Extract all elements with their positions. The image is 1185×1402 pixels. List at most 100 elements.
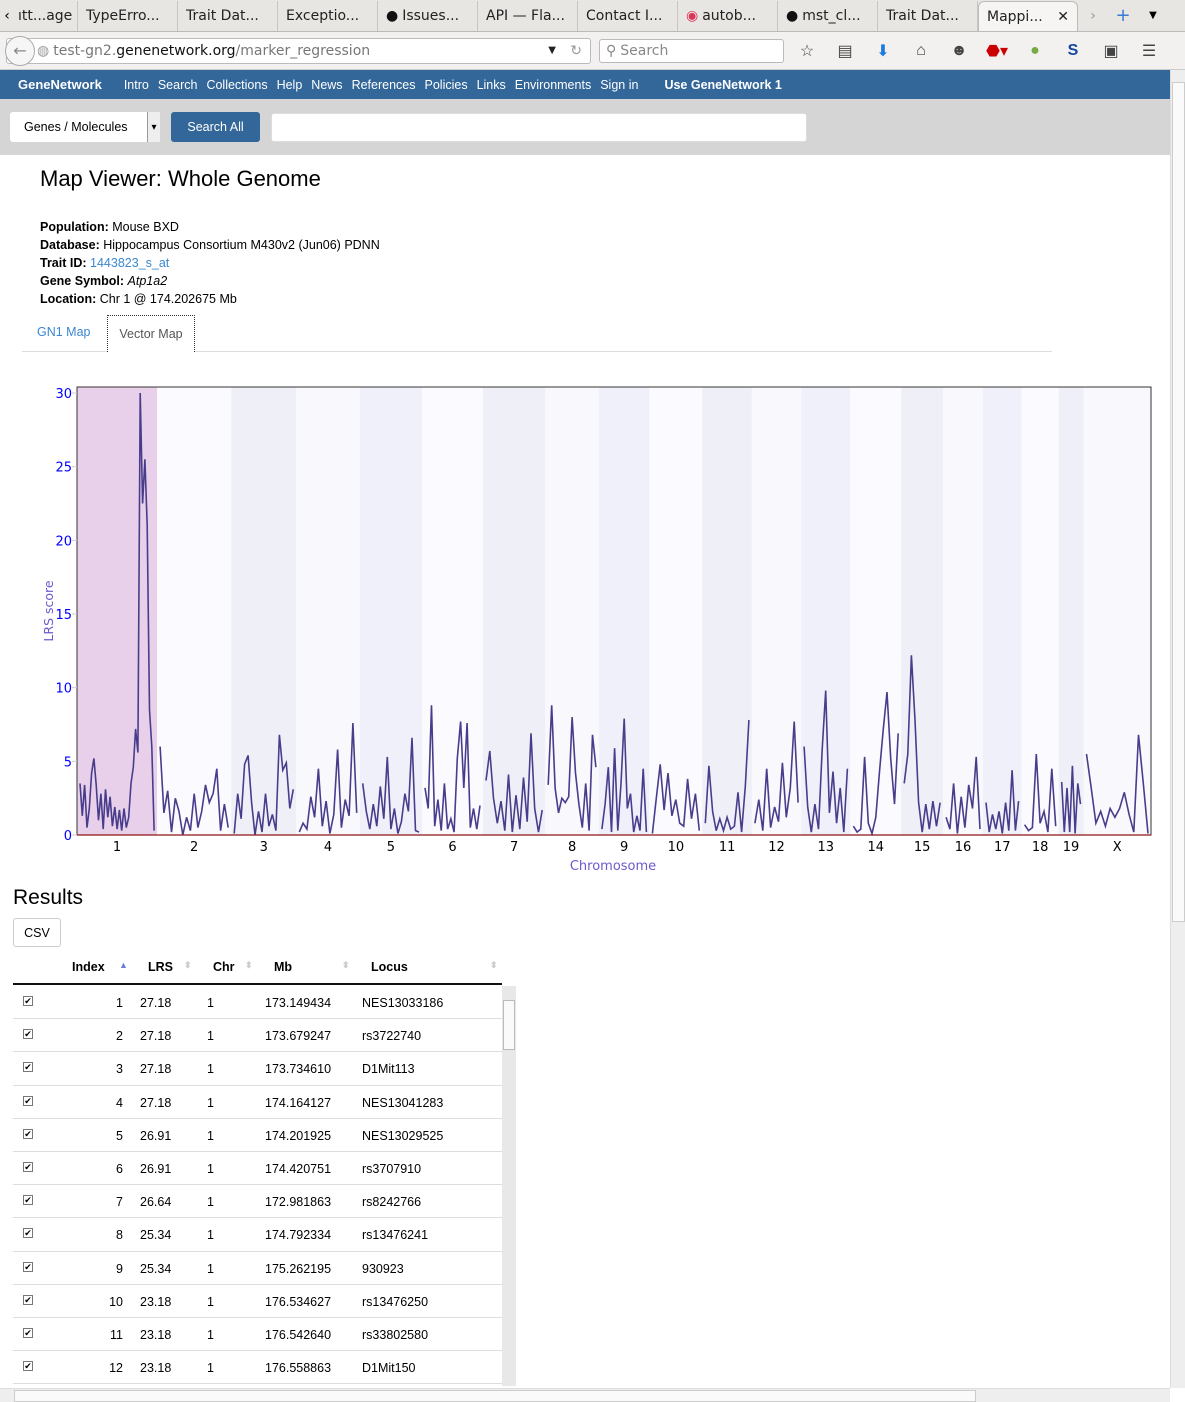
- tab-list-icon[interactable]: ▼: [1149, 10, 1157, 21]
- browser-tab[interactable]: ◉ autob...: [678, 1, 778, 31]
- nav-sign-in[interactable]: Sign in: [600, 77, 639, 92]
- nav-policies[interactable]: Policies: [424, 77, 468, 92]
- cell-locus[interactable]: NES13029525: [362, 1128, 444, 1143]
- nav-environments[interactable]: Environments: [514, 77, 592, 92]
- row-checkbox[interactable]: ✔: [23, 1261, 33, 1272]
- row-checkbox[interactable]: ✔: [23, 1294, 33, 1305]
- col-locus[interactable]: Locus: [371, 960, 408, 974]
- page-scrollbar[interactable]: [1170, 70, 1185, 1388]
- x-tick-label: 10: [668, 840, 685, 855]
- search-input[interactable]: [271, 112, 807, 142]
- row-checkbox[interactable]: ✔: [23, 1161, 33, 1172]
- browser-tab[interactable]: Trait Dat...: [878, 1, 978, 31]
- horizontal-scrollbar[interactable]: [0, 1388, 1170, 1402]
- cell-lrs: 26.64: [140, 1195, 172, 1210]
- url-bar[interactable]: ← ◍ test-gn2. genenetwork.org/marker_regr…: [5, 35, 591, 66]
- cell-mb: 173.734610: [265, 1062, 332, 1077]
- cell-chr: 1: [207, 1161, 214, 1176]
- adblock-icon[interactable]: ⬣▾: [986, 42, 1008, 60]
- sort-icon[interactable]: ⬍: [490, 960, 498, 970]
- reading-list-icon[interactable]: ▤: [837, 42, 853, 60]
- lrs-line-chr-5: [361, 737, 420, 834]
- browser-tab[interactable]: ıtt...age: [14, 1, 78, 31]
- reload-icon[interactable]: ↻: [570, 42, 582, 59]
- col-index[interactable]: Index: [72, 960, 105, 974]
- cell-locus[interactable]: rs3707910: [362, 1161, 422, 1176]
- trait-id-link[interactable]: 1443823_s_at: [90, 256, 170, 270]
- globe-icon: ◍: [37, 42, 50, 59]
- menu-icon[interactable]: ☰: [1141, 42, 1157, 60]
- selenium-icon[interactable]: ▣: [1103, 42, 1119, 60]
- cell-locus[interactable]: 930923: [362, 1261, 404, 1276]
- cell-lrs: 23.18: [140, 1361, 172, 1376]
- cell-chr: 1: [207, 1361, 214, 1376]
- browser-tab[interactable]: API — Fla...: [478, 1, 578, 31]
- row-checkbox[interactable]: ✔: [23, 1095, 33, 1106]
- results-heading: Results: [13, 886, 84, 909]
- row-checkbox[interactable]: ✔: [23, 1195, 33, 1206]
- nav-help[interactable]: Help: [276, 77, 303, 92]
- col-mb[interactable]: Mb: [274, 960, 293, 974]
- cell-locus[interactable]: rs13476250: [362, 1294, 429, 1309]
- csv-button[interactable]: CSV: [13, 918, 61, 947]
- col-chr[interactable]: Chr: [213, 960, 235, 974]
- row-checkbox[interactable]: ✔: [23, 1361, 33, 1372]
- row-checkbox[interactable]: ✔: [23, 996, 33, 1006]
- cell-locus[interactable]: D1Mit113: [362, 1062, 415, 1077]
- row-checkbox[interactable]: ✔: [23, 1327, 33, 1338]
- brand-link[interactable]: GeneNetwork: [18, 77, 102, 92]
- x-tick-label: 8: [568, 840, 576, 855]
- sort-icon[interactable]: ⬍: [184, 960, 192, 970]
- table-row: ✔ 3 27.18 1 173.734610 D1Mit113: [13, 1052, 502, 1086]
- back-icon[interactable]: ←: [5, 35, 35, 66]
- browser-tab[interactable]: TypeErro...: [78, 1, 178, 31]
- url-dropdown-icon[interactable]: ▼: [548, 45, 556, 56]
- table-scrollbar[interactable]: [502, 986, 516, 1386]
- browser-tab-active[interactable]: Mappi... ✕: [978, 1, 1078, 31]
- sort-icon[interactable]: ⬍: [245, 960, 253, 970]
- cell-locus[interactable]: NES13033186: [362, 996, 444, 1010]
- nav-collections[interactable]: Collections: [206, 77, 268, 92]
- search-all-button[interactable]: Search All: [171, 112, 260, 142]
- lrs-line-chr-16: [945, 756, 981, 834]
- chat-icon[interactable]: ☻: [950, 41, 968, 59]
- nav-news[interactable]: News: [311, 77, 343, 92]
- browser-tab[interactable]: ● Issues...: [378, 1, 478, 31]
- browser-tab[interactable]: Exceptio...: [278, 1, 378, 31]
- s-extension-icon[interactable]: S: [1067, 41, 1079, 59]
- nav-use-gn1[interactable]: Use GeneNetwork 1: [664, 77, 782, 92]
- tab-scroll-left-icon[interactable]: ‹: [4, 8, 10, 24]
- nav-links[interactable]: Links: [476, 77, 506, 92]
- cell-locus[interactable]: NES13041283: [362, 1095, 444, 1110]
- sort-asc-icon[interactable]: ▲: [119, 960, 128, 970]
- cell-locus[interactable]: D1Mit150: [362, 1361, 416, 1376]
- nav-intro[interactable]: Intro: [123, 77, 149, 92]
- search-type-select[interactable]: Genes / Molecules: [10, 112, 160, 142]
- browser-tab[interactable]: Trait Dat...: [178, 1, 278, 31]
- sort-icon[interactable]: ⬍: [342, 960, 350, 970]
- cookie-extension-icon[interactable]: ●: [1030, 41, 1040, 59]
- browser-search-input[interactable]: ⚲ Search: [599, 38, 784, 63]
- row-checkbox[interactable]: ✔: [23, 1029, 33, 1040]
- close-tab-icon[interactable]: ✕: [1057, 8, 1069, 25]
- cell-locus[interactable]: rs13476241: [362, 1228, 429, 1243]
- new-tab-icon[interactable]: +: [1115, 5, 1131, 26]
- nav-search[interactable]: Search: [157, 77, 198, 92]
- row-checkbox[interactable]: ✔: [23, 1062, 33, 1073]
- col-lrs[interactable]: LRS: [148, 960, 173, 974]
- nav-references[interactable]: References: [351, 77, 416, 92]
- tab-vector-map[interactable]: Vector Map: [107, 315, 195, 352]
- browser-tab[interactable]: Contact I...: [578, 1, 678, 31]
- tab-scroll-right-icon[interactable]: ›: [1090, 8, 1096, 24]
- bookmark-star-icon[interactable]: ☆: [799, 42, 815, 60]
- browser-tab[interactable]: ● mst_cl...: [778, 1, 878, 31]
- home-icon[interactable]: ⌂: [916, 41, 926, 59]
- cell-locus[interactable]: rs8242766: [362, 1195, 422, 1210]
- cell-locus[interactable]: rs33802580: [362, 1327, 429, 1342]
- tab-gn1-map[interactable]: GN1 Map: [37, 325, 91, 339]
- row-checkbox[interactable]: ✔: [23, 1128, 33, 1139]
- row-checkbox[interactable]: ✔: [23, 1228, 33, 1239]
- cell-locus[interactable]: rs3722740: [362, 1029, 422, 1044]
- cell-index: 6: [116, 1161, 123, 1176]
- download-icon[interactable]: ⬇: [876, 42, 890, 60]
